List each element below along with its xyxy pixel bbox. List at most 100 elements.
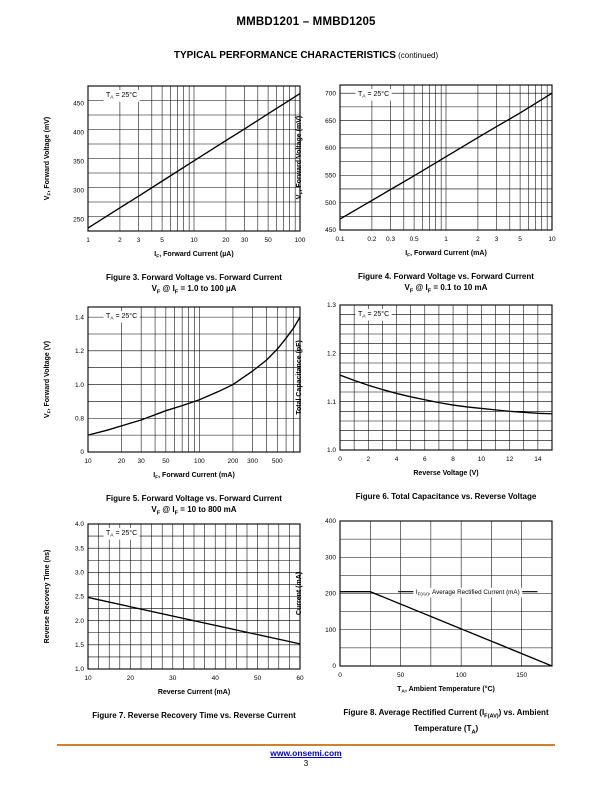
svg-text:IF(AV), Average Rectified Curr: IF(AV), Average Rectified Current (mA) [416, 589, 520, 597]
svg-text:30: 30 [241, 237, 249, 244]
svg-text:5: 5 [518, 236, 522, 243]
svg-text:2: 2 [476, 236, 480, 243]
svg-text:450: 450 [325, 227, 336, 234]
svg-text:Reverse Recovery Time (ns): Reverse Recovery Time (ns) [44, 550, 51, 644]
svg-text:50: 50 [254, 675, 262, 682]
svg-text:1.4: 1.4 [75, 314, 84, 321]
svg-text:10: 10 [190, 237, 198, 244]
section-heading-text: TYPICAL PERFORMANCE CHARACTERISTICS [173, 50, 396, 61]
figure-5: 10 20 30 50 100 200 300 500 0 0.8 1.0 1.2 1.4 IF, For… [40, 295, 316, 520]
svg-text:20: 20 [127, 675, 135, 682]
svg-text:TA = 25°C: TA = 25°C [106, 91, 137, 101]
svg-text:0.5: 0.5 [410, 236, 419, 243]
svg-text:0.3: 0.3 [386, 236, 395, 243]
figure-3-chart: 1 2 3 5 10 20 30 50 100 250 300 350 400 450 IF, Forwar… [44, 85, 306, 260]
svg-text:500: 500 [272, 458, 283, 465]
svg-text:3.0: 3.0 [75, 570, 84, 577]
svg-text:IF, Forward Current (mA): IF, Forward Current (mA) [405, 250, 487, 259]
figure-5-caption-line1: Figure 5. Forward Voltage vs. Forward Cu… [106, 494, 282, 503]
svg-text:20: 20 [118, 458, 126, 465]
svg-text:12: 12 [506, 456, 514, 463]
svg-text:2.0: 2.0 [75, 618, 84, 625]
svg-text:1.1: 1.1 [327, 399, 336, 406]
svg-text:50: 50 [264, 237, 272, 244]
svg-text:100: 100 [295, 237, 306, 244]
svg-text:150: 150 [516, 672, 527, 679]
svg-text:0: 0 [338, 456, 342, 463]
svg-text:100: 100 [194, 458, 205, 465]
figure-3-caption: Figure 3. Forward Voltage vs. Forward Cu… [64, 272, 324, 299]
svg-text:3: 3 [495, 236, 499, 243]
svg-text:400: 400 [325, 518, 336, 525]
svg-text:100: 100 [325, 627, 336, 634]
svg-text:550: 550 [325, 172, 336, 179]
figure-4-chart: 0.1 0.2 0.3 0.5 1 2 3 5 10 450 500 550 600 650 700 IF, … [296, 84, 556, 259]
svg-text:TA = 25°C: TA = 25°C [106, 312, 137, 322]
svg-text:VF, Forward Voltage (V): VF, Forward Voltage (V) [44, 341, 53, 418]
svg-text:200: 200 [228, 458, 239, 465]
svg-text:300: 300 [325, 554, 336, 561]
svg-text:200: 200 [325, 591, 336, 598]
svg-text:6: 6 [423, 456, 427, 463]
svg-text:Reverse Current (mA): Reverse Current (mA) [158, 689, 230, 696]
svg-text:100: 100 [456, 672, 467, 679]
figure-8-caption-line1: Figure 8. Average Rectified Current (IF(… [343, 708, 549, 720]
svg-text:VF, Forward Voltage (mV): VF, Forward Voltage (mV) [296, 116, 305, 199]
figure-5-caption: Figure 5. Forward Voltage vs. Forward Cu… [64, 493, 324, 520]
svg-text:Reverse Voltage (V): Reverse Voltage (V) [413, 470, 478, 477]
svg-text:1.0: 1.0 [75, 382, 84, 389]
svg-text:0: 0 [338, 672, 342, 679]
svg-text:300: 300 [247, 458, 258, 465]
svg-text:2: 2 [366, 456, 370, 463]
figure-7: 10 20 30 40 50 60 1.0 1.5 2.0 2.5 3.0 3.5 4.0 Reverse… [40, 512, 316, 721]
figure-4-caption-line2: VF @ IF = 0.1 to 10 mA [404, 283, 488, 295]
svg-text:1: 1 [86, 237, 90, 244]
svg-text:60: 60 [296, 675, 304, 682]
svg-text:TA = 25°C: TA = 25°C [358, 90, 389, 100]
figure-7-caption-line1: Figure 7. Reverse Recovery Time vs. Reve… [92, 711, 296, 720]
svg-text:1.2: 1.2 [75, 348, 84, 355]
svg-text:VF, Forward Voltage (mV): VF, Forward Voltage (mV) [44, 117, 53, 200]
svg-text:3: 3 [137, 237, 141, 244]
svg-text:40: 40 [212, 675, 220, 682]
svg-text:1.5: 1.5 [75, 642, 84, 649]
svg-text:Total Capacitance (pF): Total Capacitance (pF) [296, 340, 303, 415]
svg-text:300: 300 [73, 188, 84, 195]
svg-text:0: 0 [332, 663, 336, 670]
svg-text:500: 500 [325, 200, 336, 207]
svg-text:0: 0 [80, 449, 84, 456]
svg-text:350: 350 [73, 159, 84, 166]
figure-7-caption: Figure 7. Reverse Recovery Time vs. Reve… [64, 710, 324, 721]
svg-text:8: 8 [451, 456, 455, 463]
figure-3-caption-line2: VF @ IF = 1.0 to 100 µA [151, 284, 237, 296]
section-heading: TYPICAL PERFORMANCE CHARACTERISTICS (con… [0, 50, 612, 61]
svg-text:450: 450 [73, 101, 84, 108]
svg-text:1.3: 1.3 [327, 302, 336, 309]
svg-text:30: 30 [169, 675, 177, 682]
svg-text:50: 50 [397, 672, 405, 679]
svg-text:Current (mA): Current (mA) [296, 572, 303, 615]
svg-text:2: 2 [118, 237, 122, 244]
svg-text:10: 10 [84, 458, 92, 465]
figure-8-chart: IF(AV), Average Rectified Current (mA) 0 5… [296, 518, 553, 695]
onsemi-link[interactable]: www.onsemi.com [270, 748, 342, 758]
svg-text:0.8: 0.8 [75, 415, 84, 422]
svg-text:10: 10 [548, 236, 556, 243]
figure-6-caption-line1: Figure 6. Total Capacitance vs. Reverse … [355, 492, 537, 501]
page-number: 3 [303, 759, 309, 768]
svg-text:650: 650 [325, 118, 336, 125]
figure-4-caption-line1: Figure 4. Forward Voltage vs. Forward Cu… [358, 272, 534, 281]
svg-text:1.0: 1.0 [75, 666, 84, 673]
svg-text:IF, Forward Current (mA): IF, Forward Current (mA) [153, 472, 235, 481]
figure-8: IF(AV), Average Rectified Current (mA) 0 5… [292, 509, 568, 738]
svg-text:1: 1 [444, 236, 448, 243]
figure-6-caption: Figure 6. Total Capacitance vs. Reverse … [316, 491, 576, 502]
figure-4: 0.1 0.2 0.3 0.5 1 2 3 5 10 450 500 550 600 650 700 IF, … [292, 73, 568, 298]
footer-rule [57, 744, 555, 746]
svg-text:4: 4 [395, 456, 399, 463]
figure-5-caption-line2: VF @ IF = 10 to 800 mA [151, 505, 237, 517]
svg-text:2.5: 2.5 [75, 594, 84, 601]
svg-text:10: 10 [478, 456, 486, 463]
svg-text:1.0: 1.0 [327, 447, 336, 454]
